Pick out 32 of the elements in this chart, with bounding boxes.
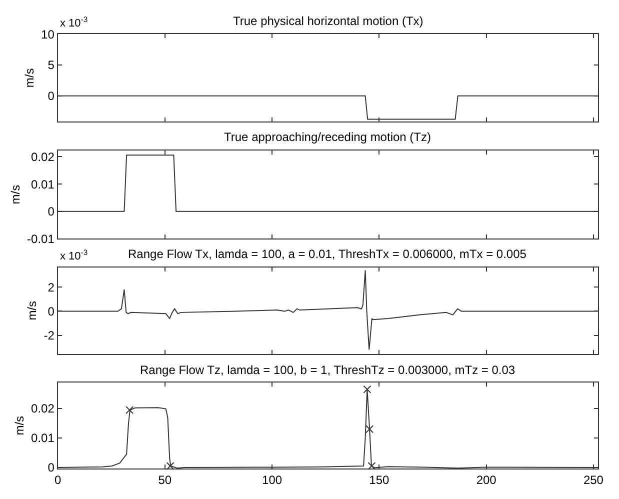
y-tick-label: 0.02 [31, 402, 55, 416]
y-tick-label: 0 [48, 460, 55, 475]
x-tick-label: 250 [583, 473, 604, 488]
x-tick-label: 100 [262, 473, 282, 488]
y-axis-title: m/s [22, 68, 36, 88]
y-tick-label: 0 [48, 204, 55, 219]
y-tick-label: 0.01 [31, 431, 55, 446]
chart-title: Range Flow Tz, lamda = 100, b = 1, ThreshTz = 0.003000, mTz = 0.03 [140, 363, 516, 377]
point [366, 425, 374, 434]
y-tick-label: 0.02 [31, 150, 55, 164]
chart-title: True physical horizontal motion (Tx) [233, 14, 424, 28]
text: x 10$^{-3}$ [60, 248, 88, 263]
y-tick-label: 10 [41, 27, 55, 42]
point [126, 406, 134, 414]
point [363, 385, 372, 394]
y-tick-label: 0 [48, 89, 55, 104]
y-tick-label: 5 [48, 58, 55, 72]
point [368, 462, 376, 470]
x-tick-label: 200 [476, 473, 497, 488]
chart-title: True approaching/receding motion (Tz) [224, 130, 431, 144]
x-tick-label: 150 [369, 473, 390, 488]
x-tick-label: 50 [158, 473, 172, 488]
text: x 10$^{-3}$ [60, 15, 88, 30]
y-axis-title: m/s [25, 300, 40, 320]
y-tick-label: 0 [48, 304, 55, 318]
y-axis-title: m/s [12, 416, 26, 436]
y-tick-label: -2 [44, 328, 55, 343]
y-tick-label: 2 [48, 280, 55, 294]
chart-title: Range Flow Tx, lamda = 100, a = 0.01, ThreshTx = 0.006000, mTx = 0.005 [128, 247, 527, 261]
y-tick-label: -0.01 [27, 232, 55, 246]
y-axis-title: m/s [8, 184, 22, 204]
y-tick-label: 0.01 [31, 177, 55, 192]
